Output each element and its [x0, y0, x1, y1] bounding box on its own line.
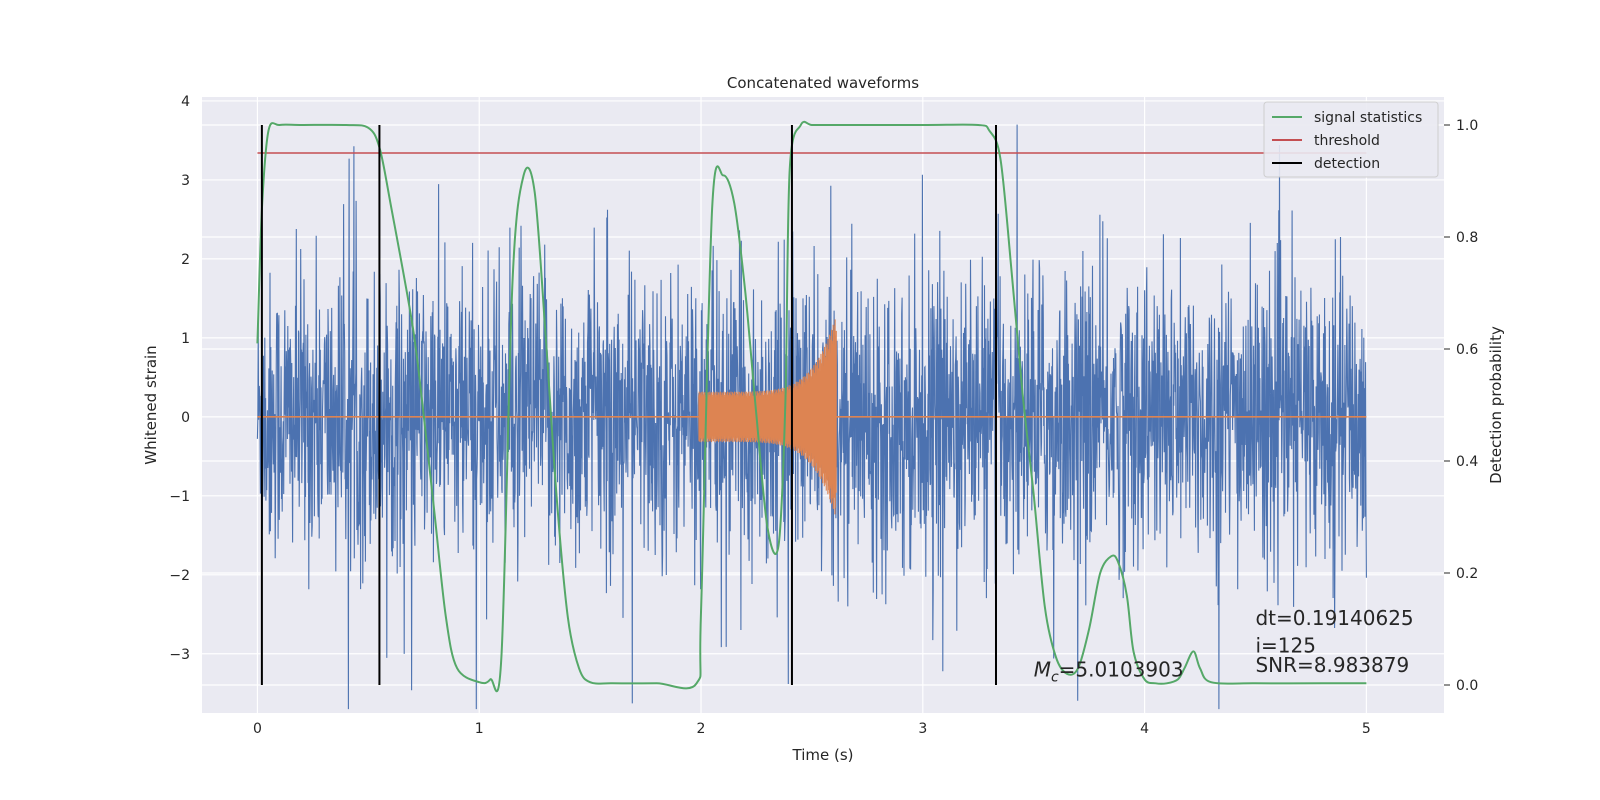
y2-tick-label: 0.4 [1456, 454, 1478, 470]
x-tick-label: 1 [475, 721, 484, 737]
template-chirp [698, 319, 837, 515]
x-tick-label: 3 [918, 721, 927, 737]
strain-line [256, 124, 1367, 710]
x-tick-label: 4 [1140, 721, 1149, 737]
signal-layer [256, 120, 1367, 693]
detection-layer [260, 125, 997, 685]
chart-title: Concatenated waveforms [727, 74, 919, 92]
x-axis-title: Time (s) [792, 746, 854, 764]
legend-label-threshold: threshold [1314, 133, 1380, 149]
y2-tick-label: 0.6 [1456, 342, 1478, 358]
strain-layer [256, 124, 1367, 710]
template-layer [257, 319, 1367, 515]
legend-label-signal-statistics: signal statistics [1314, 110, 1422, 126]
x-tick-label: 0 [253, 721, 262, 737]
y2-tick-label: 1.0 [1456, 118, 1478, 134]
x-tick-label: 5 [1362, 721, 1371, 737]
y2-tick-label: 0.2 [1456, 566, 1478, 582]
signal-statistics-line [256, 120, 1367, 693]
annotation-text: i=125 [1255, 634, 1316, 658]
x-tick-label: 2 [697, 721, 706, 737]
ticks: 0 1 2 3 4 5 −3 −2 −1 0 1 2 3 4 0.0 0.2 0.4 0.6 0.8 1.0 [169, 94, 1478, 737]
plot-content [256, 120, 1367, 710]
annotation-text: dt=0.19140625 [1255, 606, 1413, 630]
y-tick-label: 0 [181, 410, 190, 426]
y-axis-title: Whitened strain [142, 345, 160, 464]
legend-label-detection: detection [1314, 156, 1380, 172]
y-tick-label: −3 [169, 647, 190, 663]
legend-box [1263, 101, 1439, 178]
annotations: Mc=5.0103903 dt=0.19140625 i=125SNR=8.983… [1034, 606, 1414, 686]
y-tick-label: 1 [181, 331, 190, 347]
annotation-text: SNR=8.983879 [1255, 653, 1409, 677]
y2-tick-label: 0.8 [1456, 230, 1478, 246]
y-tick-label: 4 [181, 94, 190, 110]
annotation-text: Mc=5.0103903 [1034, 658, 1184, 686]
y2-tick-label: 0.0 [1456, 678, 1478, 694]
y-tick-label: −1 [169, 489, 190, 505]
y2-axis-title: Detection probability [1487, 326, 1505, 484]
y-tick-label: −2 [169, 568, 190, 584]
y-tick-label: 3 [181, 173, 190, 189]
legend: signal statistics threshold detection [1263, 101, 1439, 178]
y-tick-label: 2 [181, 252, 190, 268]
